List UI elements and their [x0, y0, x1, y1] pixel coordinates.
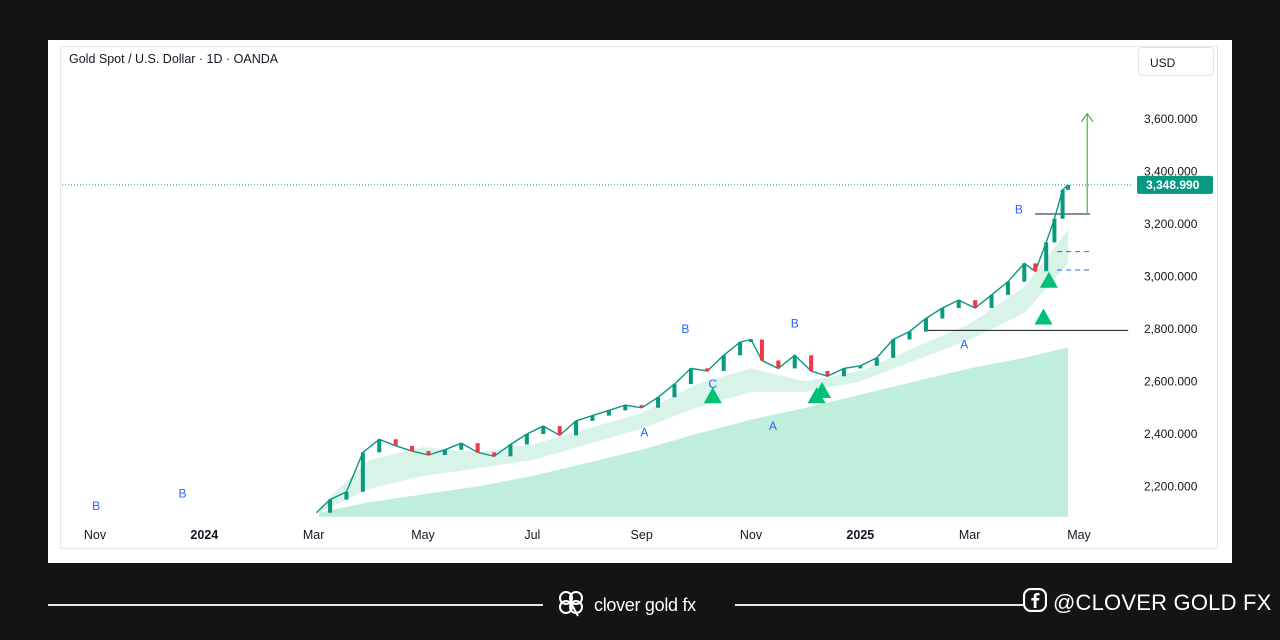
candle[interactable] — [749, 339, 753, 343]
x-tick-label: Mar — [303, 528, 325, 542]
y-tick-label: 3,200.000 — [1144, 217, 1198, 231]
y-tick-label: 2,800.000 — [1144, 322, 1198, 336]
candle[interactable] — [623, 405, 628, 411]
brand-logo: clover gold fx — [556, 589, 696, 622]
candle[interactable] — [442, 449, 447, 455]
candle[interactable] — [792, 355, 797, 369]
candle[interactable] — [940, 308, 945, 319]
wave-label: B — [681, 322, 689, 336]
band-outer — [319, 347, 1069, 517]
brand-name: clover gold fx — [594, 595, 696, 615]
y-tick-label: 3,600.000 — [1144, 112, 1198, 126]
x-tick-label: 2025 — [846, 528, 874, 542]
candle[interactable] — [344, 491, 349, 500]
y-tick-label: 3,000.000 — [1144, 270, 1198, 284]
candle[interactable] — [874, 357, 879, 366]
candle[interactable] — [891, 339, 896, 358]
footer-divider-left — [48, 604, 543, 606]
candle[interactable] — [1033, 263, 1038, 272]
last-price-tag — [1137, 175, 1213, 194]
target-arrow-head — [1080, 112, 1094, 123]
x-tick-label: Jul — [524, 528, 540, 542]
candle[interactable] — [776, 360, 781, 369]
x-tick-label: May — [1067, 528, 1091, 542]
candle[interactable] — [1005, 281, 1010, 295]
buy-signal-triangle[interactable] — [703, 387, 722, 404]
candle[interactable] — [688, 368, 693, 385]
candle[interactable] — [590, 415, 595, 421]
candle[interactable] — [1044, 242, 1049, 272]
currency-selector[interactable]: USD — [1138, 47, 1214, 76]
y-tick-label: 2,600.000 — [1144, 375, 1198, 389]
candle[interactable] — [705, 368, 710, 371]
social-handle[interactable]: @CLOVER GOLD FX — [1022, 587, 1272, 617]
candle[interactable] — [508, 444, 513, 457]
candle[interactable] — [492, 452, 497, 457]
candle[interactable] — [1022, 263, 1027, 282]
candle[interactable] — [907, 331, 912, 340]
x-tick-label: Sep — [631, 528, 653, 542]
candle[interactable] — [989, 294, 994, 308]
wave-label: B — [178, 487, 186, 501]
wave-label: B — [1015, 203, 1023, 217]
candle[interactable] — [377, 439, 382, 453]
candle[interactable] — [606, 410, 611, 416]
x-tick-label: May — [411, 528, 435, 542]
candle[interactable] — [574, 420, 579, 436]
chart-title: Gold Spot / U.S. Dollar · 1D · OANDA — [69, 52, 279, 66]
wave-label: B — [791, 317, 799, 331]
candle[interactable] — [475, 443, 480, 453]
candle[interactable] — [923, 318, 928, 332]
wave-label: A — [769, 419, 777, 433]
buy-signal-triangle[interactable] — [1034, 308, 1053, 325]
buy-signal-triangle[interactable] — [813, 382, 832, 398]
candle[interactable] — [459, 443, 464, 450]
wave-label: A — [640, 426, 648, 440]
candle[interactable] — [360, 452, 365, 492]
candle[interactable] — [759, 339, 764, 361]
candle[interactable] — [410, 445, 415, 452]
x-tick-label: Mar — [959, 528, 981, 542]
candle[interactable] — [973, 300, 978, 308]
facebook-icon — [1022, 587, 1048, 617]
candle[interactable] — [1066, 184, 1071, 190]
wave-label: A — [960, 338, 968, 352]
candle[interactable] — [393, 439, 398, 446]
candle[interactable] — [1060, 189, 1065, 219]
candle[interactable] — [541, 426, 546, 434]
candle[interactable] — [557, 426, 562, 436]
candle[interactable] — [721, 355, 726, 371]
candle[interactable] — [858, 365, 863, 369]
candle[interactable] — [825, 371, 830, 377]
candle[interactable] — [672, 384, 677, 398]
x-tick-label: Nov — [740, 528, 763, 542]
candle[interactable] — [426, 451, 431, 455]
candle[interactable] — [956, 300, 961, 308]
last-price-label: 3,348.990 — [1146, 178, 1200, 192]
candle[interactable] — [328, 499, 333, 513]
y-tick-label: 2,400.000 — [1144, 427, 1198, 441]
candle[interactable] — [809, 355, 814, 371]
price-series-line[interactable] — [315, 184, 1069, 514]
y-tick-label: 2,200.000 — [1144, 480, 1198, 494]
clover-icon — [556, 589, 586, 622]
x-tick-label: Nov — [84, 528, 107, 542]
wave-label: B — [92, 499, 100, 513]
candle[interactable] — [524, 434, 529, 445]
buy-signal-triangle[interactable] — [1039, 271, 1058, 288]
candle[interactable] — [738, 342, 743, 356]
footer-divider-right — [735, 604, 1023, 606]
y-tick-label: 3,400.000 — [1144, 165, 1198, 179]
candle[interactable] — [841, 368, 846, 377]
x-tick-label: 2024 — [190, 528, 218, 542]
candle[interactable] — [639, 405, 644, 408]
wave-label: C — [708, 377, 717, 391]
chart-frame — [60, 46, 1218, 549]
candle[interactable] — [656, 397, 661, 408]
candle[interactable] — [1052, 218, 1057, 243]
social-handle-text: @CLOVER GOLD FX — [1053, 589, 1272, 615]
